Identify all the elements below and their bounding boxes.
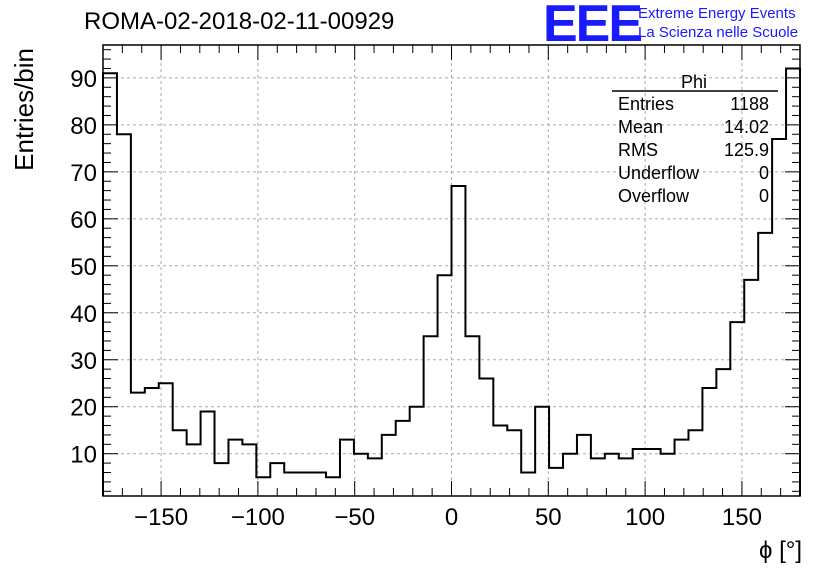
chart-title: ROMA-02-2018-02-11-00929 xyxy=(84,8,395,35)
histogram-bin xyxy=(716,369,730,496)
histogram-bin xyxy=(326,477,340,496)
histogram-bin xyxy=(521,473,535,496)
stats-value: 125.9 xyxy=(724,140,769,160)
histogram-bin xyxy=(563,454,577,496)
histogram-bin xyxy=(159,383,173,496)
histogram-bin xyxy=(591,458,605,496)
histogram-bin xyxy=(605,454,619,496)
histogram-bin xyxy=(786,68,800,496)
y-tick-label: 40 xyxy=(70,301,97,328)
x-tick-label: 0 xyxy=(445,504,458,531)
x-tick-label: −150 xyxy=(134,504,188,531)
stats-value: 14.02 xyxy=(724,117,769,137)
stats-value: 1188 xyxy=(730,94,769,114)
histogram-bin xyxy=(173,430,187,496)
x-tick-label: 50 xyxy=(535,504,562,531)
x-tick-label: 100 xyxy=(625,504,665,531)
histogram-bin xyxy=(382,435,396,496)
eee-logo: EEE xyxy=(543,0,643,53)
x-tick-label: 150 xyxy=(722,504,762,531)
histogram-bin xyxy=(368,458,382,496)
histogram-bin xyxy=(730,322,744,496)
stats-value: 0 xyxy=(759,163,769,183)
histogram-bin xyxy=(675,440,689,496)
histogram-bin xyxy=(256,477,270,496)
histogram-bin xyxy=(647,449,661,496)
histogram-bin xyxy=(312,473,326,496)
histogram-bin xyxy=(772,139,786,496)
histogram-bin xyxy=(702,388,716,496)
histogram-bin xyxy=(215,463,229,496)
histogram-bin xyxy=(396,421,410,496)
histogram-bin xyxy=(758,233,772,496)
histogram-bin xyxy=(340,440,354,496)
x-tick-label: −100 xyxy=(231,504,285,531)
stats-label: Underflow xyxy=(618,163,700,183)
histogram-bin xyxy=(438,275,452,496)
histogram-bin xyxy=(661,454,675,496)
histogram-bin xyxy=(145,388,159,496)
histogram-bin xyxy=(117,134,131,496)
y-tick-label: 50 xyxy=(70,254,97,281)
histogram-bin xyxy=(228,440,242,496)
histogram-bin xyxy=(298,473,312,496)
stats-label: Overflow xyxy=(618,186,690,206)
logo-caption-line1: Extreme Energy Events xyxy=(638,5,796,22)
histogram-bin xyxy=(465,336,479,496)
y-tick-label: 30 xyxy=(70,348,97,375)
histogram-bin xyxy=(507,430,521,496)
histogram-bin xyxy=(493,426,507,496)
y-tick-label: 60 xyxy=(70,207,97,234)
histogram-bin xyxy=(131,393,145,496)
y-tick-label: 20 xyxy=(70,395,97,422)
x-axis-label: ϕ [°] xyxy=(759,537,802,564)
stats-label: Mean xyxy=(618,117,663,137)
logo-caption-line2: La Scienza nelle Scuole xyxy=(638,24,799,41)
tick-labels: −150 −100 −50 0 50 100 150 10 20 30 40 50 60 70 80 90 xyxy=(70,66,762,531)
y-tick-label: 90 xyxy=(70,66,97,93)
y-axis-label: Entries/bin xyxy=(9,48,39,171)
y-tick-label: 10 xyxy=(70,442,97,469)
stats-label: RMS xyxy=(618,140,658,160)
histogram-bin xyxy=(688,430,702,496)
histogram-bin xyxy=(201,411,215,496)
histogram-bin xyxy=(187,444,201,496)
histogram-series xyxy=(102,67,801,496)
y-tick-label: 70 xyxy=(70,160,97,187)
histogram-bin xyxy=(479,379,493,496)
histogram-bin xyxy=(424,336,438,496)
histogram-bin xyxy=(744,280,758,496)
axis-ticks xyxy=(103,45,800,496)
histogram-line xyxy=(102,67,801,496)
histogram-bin xyxy=(633,449,647,496)
stats-label: Entries xyxy=(618,94,674,114)
histogram-bin xyxy=(452,186,466,496)
stats-box: Phi Entries 1188 Mean 14.02 RMS 125.9 Underflow… xyxy=(612,72,778,206)
x-tick-label: −50 xyxy=(334,504,375,531)
stats-title: Phi xyxy=(681,72,707,92)
histogram-bin xyxy=(354,454,368,496)
histogram-bin xyxy=(410,407,424,496)
logo-caption: Extreme Energy Events La Scienza nelle S… xyxy=(638,4,798,42)
histogram-bin xyxy=(284,473,298,496)
histogram-bin xyxy=(577,435,591,496)
histogram-bin xyxy=(549,468,563,496)
histogram-bin xyxy=(242,444,256,496)
y-tick-label: 80 xyxy=(70,113,97,140)
histogram-bin xyxy=(535,407,549,496)
stats-value: 0 xyxy=(759,186,769,206)
